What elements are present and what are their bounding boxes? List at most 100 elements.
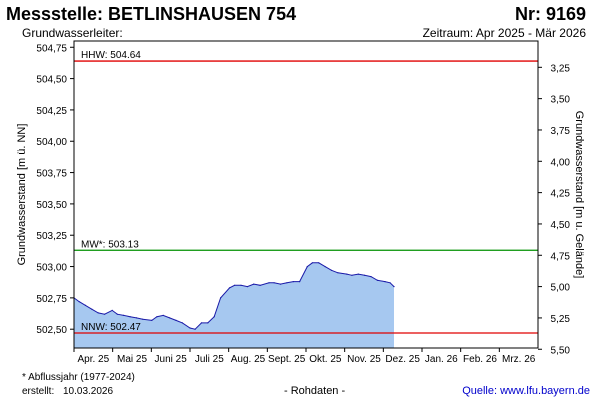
data-point	[279, 283, 282, 285]
hhw-label: HHW: 504.64	[81, 50, 141, 61]
data-point	[364, 274, 366, 276]
y-tick-label: 503,00	[36, 263, 67, 274]
data-point	[213, 316, 215, 318]
data-point	[181, 322, 183, 324]
data-point	[268, 282, 270, 284]
data-point	[346, 273, 348, 275]
created-date: 10.03.2026	[63, 386, 114, 397]
x-tick-label: Mrz. 26	[502, 354, 536, 365]
data-point	[253, 283, 255, 285]
data-point	[299, 281, 301, 283]
data-point	[200, 322, 203, 324]
data-point	[162, 314, 164, 316]
y-tick-label: 504,25	[36, 106, 67, 117]
data-point	[78, 301, 80, 303]
y2-tick-label: 4,25	[551, 189, 571, 200]
data-point	[189, 327, 191, 329]
data-point	[97, 312, 99, 314]
y-tick-label: 503,50	[36, 200, 67, 211]
data-point	[351, 274, 353, 276]
data-point	[357, 273, 359, 275]
x-tick-label: Okt. 25	[309, 354, 342, 365]
data-point	[234, 284, 236, 286]
source-label: Quelle:	[462, 385, 498, 397]
data-point	[194, 328, 196, 330]
data-point	[175, 319, 177, 321]
data-point	[273, 282, 275, 284]
data-point	[91, 308, 93, 310]
y2-tick-label: 5,50	[551, 345, 571, 356]
x-tick-label: Juli 25	[195, 354, 224, 365]
data-point	[240, 284, 242, 286]
data-point	[220, 297, 222, 299]
data-point	[84, 304, 87, 306]
x-tick-label: Sept. 25	[268, 354, 306, 365]
data-point	[318, 262, 320, 264]
data-point	[286, 282, 288, 284]
y-tick-label: 502,75	[36, 294, 67, 305]
y-tick-label: 502,50	[36, 325, 67, 336]
y2-tick-label: 3,25	[551, 63, 571, 74]
x-tick-label: Nov. 25	[347, 354, 381, 365]
y2-tick-label: 5,25	[551, 314, 571, 325]
data-point	[228, 287, 231, 289]
nnw-label: NNW: 502.47	[81, 322, 141, 333]
data-point	[337, 272, 339, 274]
x-tick-label: Aug. 25	[231, 354, 266, 365]
y2-tick-label: 3,75	[551, 126, 571, 137]
created-label: erstellt:	[22, 386, 55, 397]
data-point	[207, 322, 209, 324]
data-point	[116, 313, 118, 315]
y2-tick-label: 5,00	[551, 283, 571, 294]
y-tick-label: 504,00	[36, 137, 67, 148]
period-label: Zeitraum: Apr 2025 - Mär 2026	[422, 26, 586, 40]
x-tick-label: Jan. 26	[425, 354, 458, 365]
y-tick-label: 504,50	[36, 75, 67, 86]
data-point	[292, 281, 294, 283]
data-point	[389, 282, 391, 284]
data-point	[393, 286, 395, 288]
x-tick-label: Dez. 25	[385, 354, 420, 365]
raw-data-note: - Rohdaten -	[284, 385, 346, 397]
y2-tick-label: 4,75	[551, 251, 571, 262]
data-point	[151, 319, 153, 321]
station-number: Nr: 9169	[514, 4, 586, 24]
data-point	[311, 262, 313, 264]
y2-tick-label: 4,50	[551, 220, 571, 231]
footnote: * Abflussjahr (1977-2024)	[22, 372, 135, 383]
data-point	[156, 316, 158, 318]
data-point	[123, 314, 125, 316]
source-link[interactable]: www.lfu.bayern.de	[500, 385, 590, 397]
y-tick-label: 504,75	[36, 43, 67, 54]
x-tick-label: Apr. 25	[77, 354, 109, 365]
data-point	[104, 313, 106, 315]
data-point	[135, 317, 138, 319]
data-point	[259, 284, 261, 286]
series-area-0	[74, 262, 394, 348]
data-point	[306, 266, 308, 268]
data-point	[384, 281, 386, 283]
y-tick-label: 503,75	[36, 169, 67, 180]
data-point	[169, 317, 171, 319]
data-point	[330, 269, 333, 271]
data-point	[142, 318, 144, 320]
y2-tick-label: 4,00	[551, 157, 571, 168]
mw-label: MW*: 503.13	[81, 239, 139, 250]
x-tick-label: Feb. 26	[463, 354, 497, 365]
data-point	[370, 276, 372, 278]
source: Quelle: www.lfu.bayern.de	[462, 385, 590, 397]
data-point	[111, 309, 113, 311]
y-axis-title: Grundwasserstand [m ü. NN]	[16, 124, 28, 266]
data-point	[324, 266, 326, 268]
y2-axis-title: Grundwasserstand [m u. Gelände]	[573, 111, 585, 279]
x-tick-label: Mai 25	[117, 354, 147, 365]
y-tick-label: 503,25	[36, 231, 67, 242]
x-tick-label: Juni 25	[155, 354, 188, 365]
aquifer-label: Grundwasserleiter:	[22, 26, 123, 40]
data-point	[129, 316, 131, 318]
data-point	[246, 286, 248, 288]
y2-tick-label: 3,50	[551, 95, 571, 106]
data-point	[376, 279, 378, 281]
station-title: Messstelle: BETLINSHAUSEN 754	[6, 4, 297, 24]
